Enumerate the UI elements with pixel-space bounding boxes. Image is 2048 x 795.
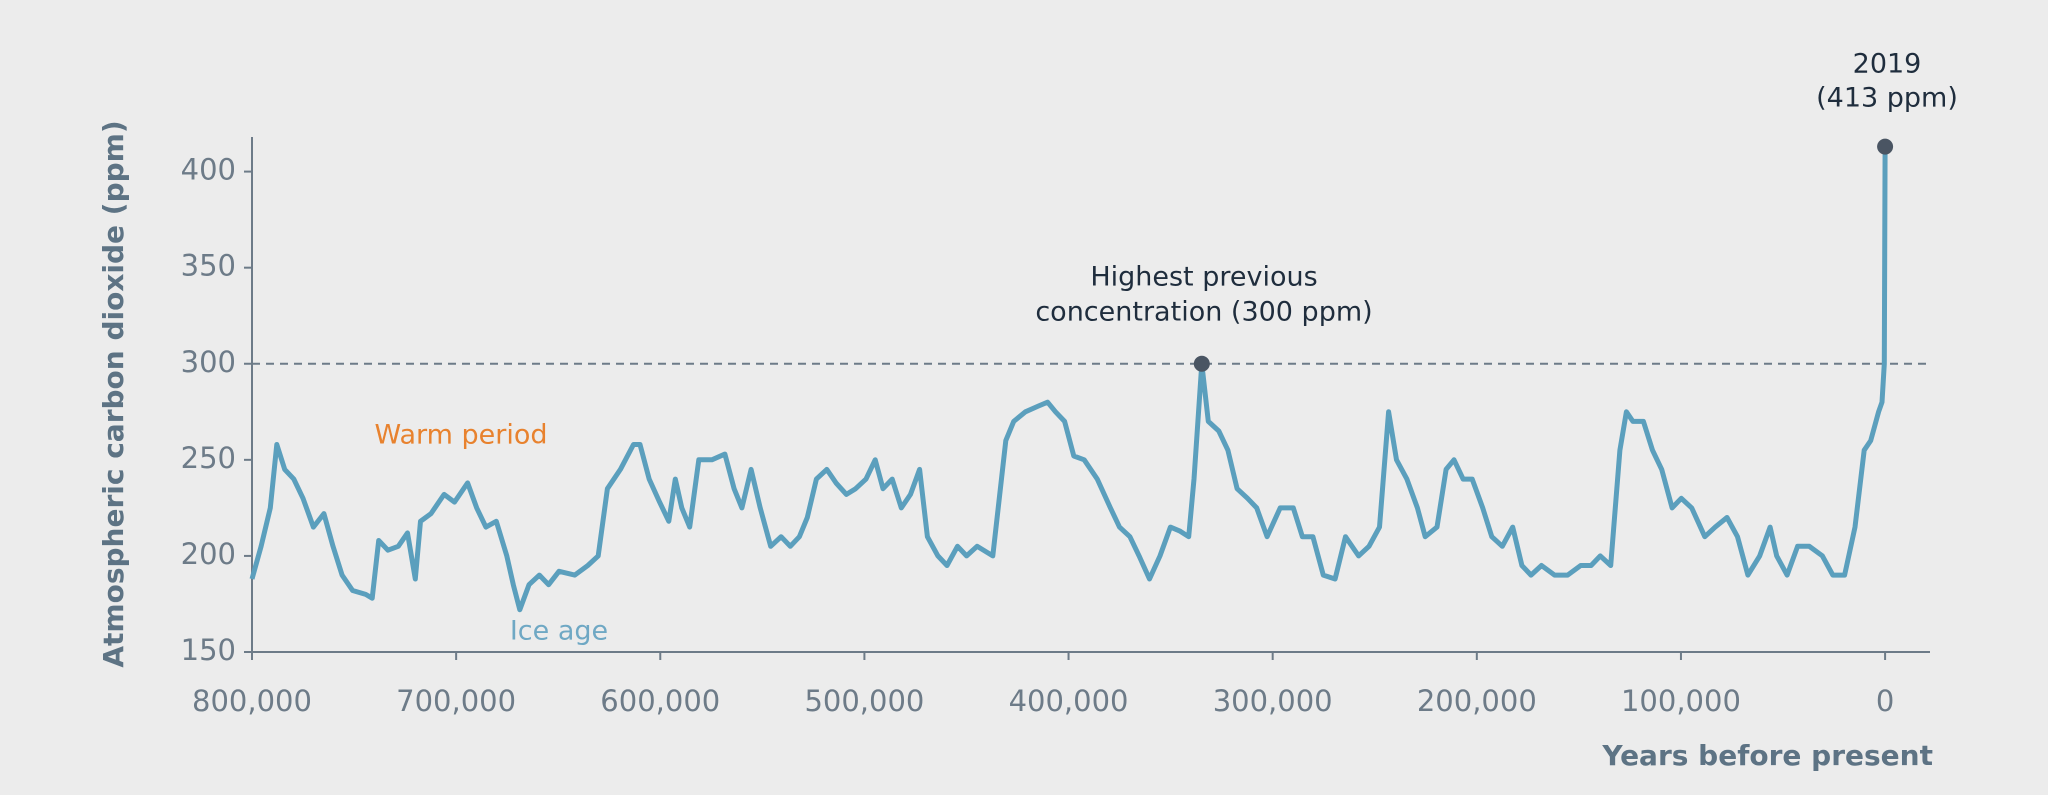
x-tick-label: 100,000 bbox=[1621, 684, 1741, 718]
highlight-label: concentration (300 ppm) bbox=[1035, 297, 1372, 328]
highlight-dot bbox=[1193, 355, 1210, 372]
y-tick-label: 150 bbox=[181, 633, 236, 667]
x-tick-label: 500,000 bbox=[804, 684, 924, 718]
highlight-label: Highest previous bbox=[1090, 262, 1317, 293]
x-tick-label: 800,000 bbox=[192, 684, 312, 718]
x-axis-title: Years before present bbox=[1601, 739, 1933, 772]
y-tick-label: 200 bbox=[181, 537, 236, 571]
annotation: Ice age bbox=[510, 616, 608, 647]
y-tick-label: 400 bbox=[181, 153, 236, 187]
highlight-label: 2019 bbox=[1853, 49, 1922, 80]
x-tick-label: 600,000 bbox=[600, 684, 720, 718]
x-tick-label: 300,000 bbox=[1213, 684, 1333, 718]
x-tick-label: 700,000 bbox=[396, 684, 516, 718]
annotation: Warm period bbox=[374, 420, 547, 451]
x-tick-label: 0 bbox=[1876, 684, 1894, 718]
highlight-dot bbox=[1877, 138, 1894, 155]
highlight-label: (413 ppm) bbox=[1816, 83, 1958, 114]
y-tick-label: 350 bbox=[181, 249, 236, 283]
x-tick-label: 200,000 bbox=[1417, 684, 1537, 718]
y-tick-label: 300 bbox=[181, 345, 236, 379]
x-tick-label: 400,000 bbox=[1009, 684, 1129, 718]
y-axis-title: Atmospheric carbon dioxide (ppm) bbox=[97, 120, 130, 667]
co2-line bbox=[249, 146, 1888, 613]
y-tick-label: 250 bbox=[181, 441, 236, 475]
